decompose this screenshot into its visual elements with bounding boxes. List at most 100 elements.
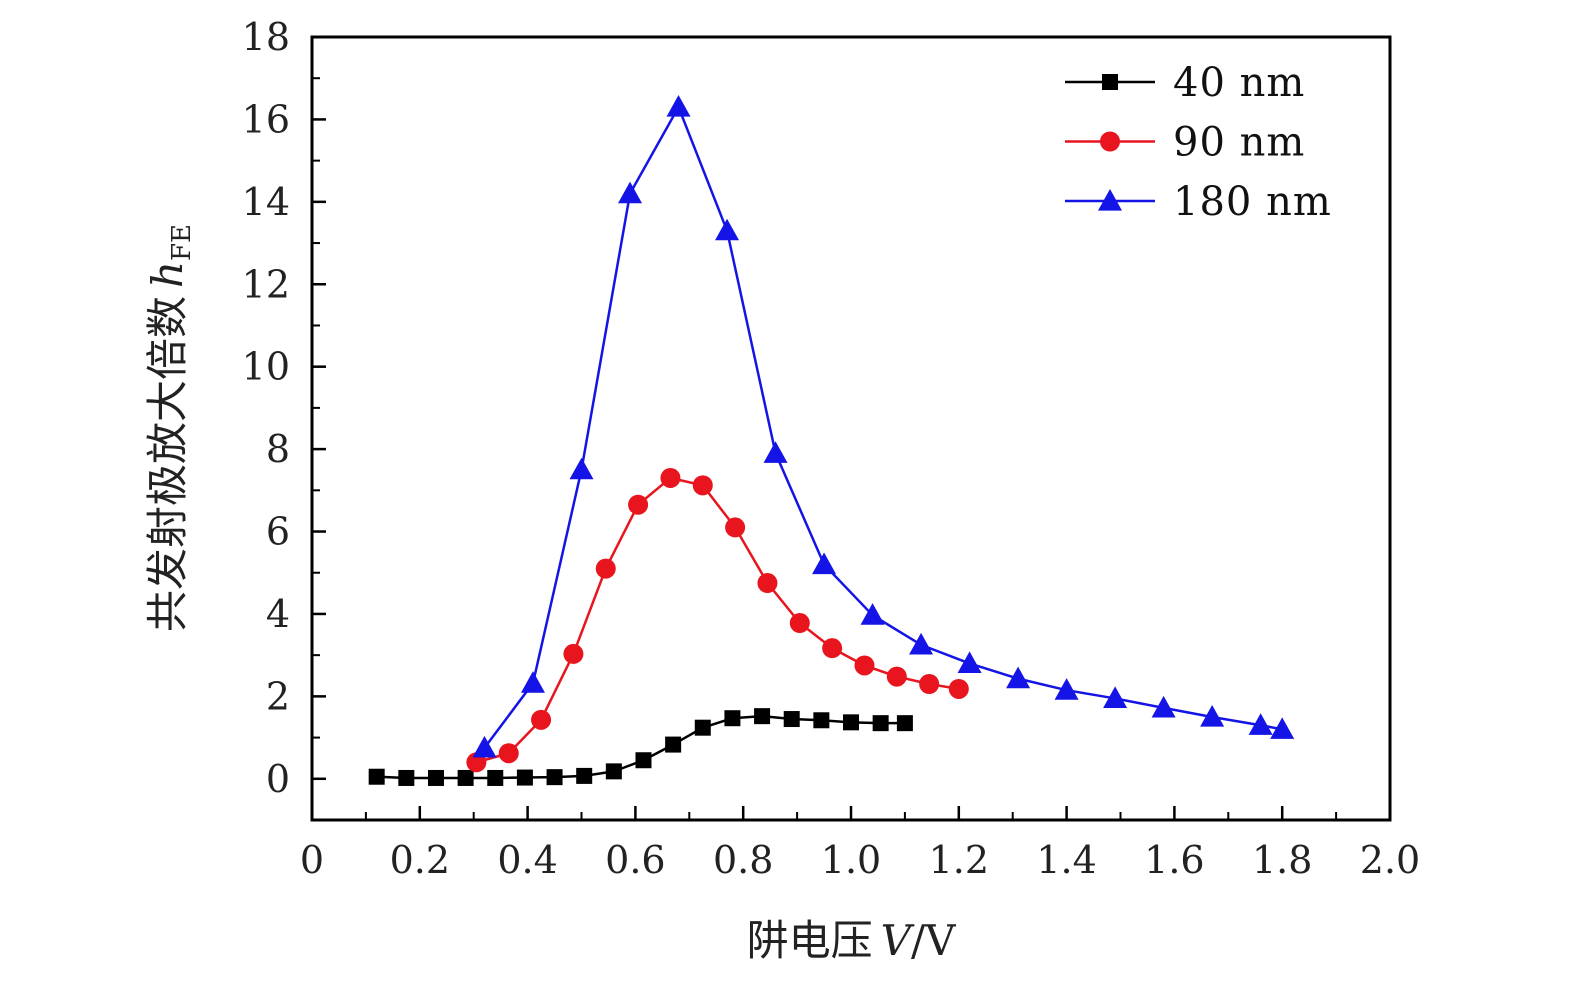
y-tick-label: 16 — [242, 97, 290, 141]
data-point-180-nm — [860, 603, 885, 625]
x-tick-label: 1.6 — [1144, 838, 1204, 882]
data-point-40-nm — [635, 752, 652, 769]
axis-ticks — [310, 35, 1392, 820]
x-tick-label: 1.8 — [1252, 838, 1312, 882]
data-point-40-nm — [724, 710, 741, 727]
x-tick-label: 1.0 — [821, 838, 881, 882]
legend-marker-180-nm — [1098, 189, 1122, 211]
data-point-90-nm — [498, 743, 519, 764]
data-point-40-nm — [783, 711, 800, 728]
data-point-90-nm — [563, 643, 584, 664]
data-point-40-nm — [368, 768, 385, 785]
y-tick-label: 6 — [266, 510, 290, 554]
legend-item-180-nm: 180 nm — [1065, 179, 1332, 225]
data-point-90-nm — [822, 638, 843, 659]
data-point-40-nm — [576, 767, 593, 784]
data-point-180-nm — [1006, 666, 1031, 689]
data-point-90-nm — [854, 655, 875, 676]
data-point-90-nm — [660, 467, 681, 488]
data-point-90-nm — [789, 613, 810, 634]
data-point-40-nm — [843, 714, 859, 731]
y-axis-title-subscript: FE — [167, 224, 197, 261]
y-tick-label: 4 — [266, 592, 290, 636]
legend-label-90-nm: 90 nm — [1173, 120, 1305, 166]
data-point-90-nm — [886, 666, 907, 687]
series-line-180-nm — [483, 105, 1283, 749]
y-tick-label: 18 — [242, 15, 290, 59]
x-tick-label: 1.4 — [1036, 838, 1096, 882]
x-tick-label: 2.0 — [1360, 838, 1420, 882]
x-axis-title-prefix: 阱电压 — [747, 916, 873, 965]
data-point-180-nm — [472, 735, 497, 758]
data-point-180-nm — [618, 181, 643, 204]
x-tick-label: 0.4 — [497, 838, 557, 882]
data-point-180-nm — [909, 632, 934, 655]
data-point-40-nm — [546, 769, 563, 786]
data-point-40-nm — [754, 708, 771, 725]
data-point-180-nm — [1054, 678, 1079, 700]
data-point-180-nm — [763, 441, 788, 463]
data-point-90-nm — [692, 475, 713, 496]
y-tick-label: 0 — [266, 757, 290, 801]
x-axis-title-unit: /V — [911, 916, 956, 965]
data-point-180-nm — [569, 457, 594, 480]
data-point-180-nm — [1151, 695, 1176, 718]
x-tick-label: 0 — [300, 838, 324, 882]
data-point-40-nm — [457, 769, 474, 786]
y-tick-label: 8 — [266, 427, 290, 471]
y-tick-label: 12 — [242, 262, 290, 306]
legend: 40 nm 90 nm 180 nm — [1065, 60, 1332, 225]
y-axis-tick-labels: 0 2 4 6 8 10 12 14 16 18 — [242, 15, 290, 801]
data-point-180-nm — [715, 218, 740, 241]
y-tick-label: 14 — [242, 180, 290, 224]
data-point-40-nm — [398, 769, 415, 786]
legend-marker-40-nm — [1102, 74, 1118, 90]
series-90-nm — [466, 467, 969, 773]
x-tick-label: 0.2 — [390, 838, 450, 882]
data-point-40-nm — [605, 763, 622, 780]
data-point-180-nm — [1270, 717, 1295, 739]
series-line-90-nm — [476, 476, 960, 764]
data-point-40-nm — [665, 736, 682, 753]
data-point-40-nm — [516, 769, 533, 786]
x-tick-label: 0.8 — [713, 838, 773, 882]
legend-label-40-nm: 40 nm — [1173, 60, 1305, 106]
x-tick-label: 0.6 — [605, 838, 665, 882]
data-point-180-nm — [520, 671, 545, 693]
y-axis-title: 共发射极放大倍数 hFE — [143, 224, 197, 632]
y-axis-title-symbol: h — [143, 261, 192, 288]
data-point-90-nm — [948, 678, 969, 699]
data-point-90-nm — [595, 558, 616, 579]
data-point-180-nm — [666, 95, 691, 117]
data-point-90-nm — [725, 517, 746, 538]
data-point-180-nm — [812, 552, 837, 575]
data-point-40-nm — [487, 769, 504, 786]
data-point-90-nm — [531, 709, 552, 730]
y-tick-label: 2 — [266, 674, 290, 718]
data-point-40-nm — [427, 769, 444, 786]
legend-item-90-nm: 90 nm — [1065, 120, 1305, 166]
x-axis-title: 阱电压 V/V — [747, 916, 957, 965]
x-axis-tick-labels: 0 0.2 0.4 0.6 0.8 1.0 1.2 1.4 1.6 1.8 2.0 — [300, 838, 1420, 882]
data-point-180-nm — [1248, 713, 1273, 735]
x-tick-label: 1.2 — [929, 838, 989, 882]
data-point-180-nm — [957, 651, 982, 673]
legend-marker-90-nm — [1100, 131, 1120, 152]
data-point-90-nm — [757, 573, 778, 594]
legend-label-180-nm: 180 nm — [1173, 179, 1332, 225]
series-layer — [368, 95, 1295, 786]
y-axis-title-prefix: 共发射极放大倍数 — [143, 296, 192, 632]
x-axis-title-symbol: V — [881, 916, 915, 965]
data-point-40-nm — [694, 719, 711, 736]
series-40-nm — [368, 708, 913, 786]
data-point-90-nm — [628, 494, 649, 515]
data-point-180-nm — [1200, 704, 1225, 727]
data-point-40-nm — [896, 715, 913, 732]
data-point-40-nm — [872, 715, 889, 732]
y-tick-label: 10 — [242, 345, 290, 389]
legend-item-40-nm: 40 nm — [1065, 60, 1305, 106]
data-point-90-nm — [919, 674, 940, 695]
series-180-nm — [472, 95, 1295, 758]
data-point-40-nm — [813, 712, 830, 729]
